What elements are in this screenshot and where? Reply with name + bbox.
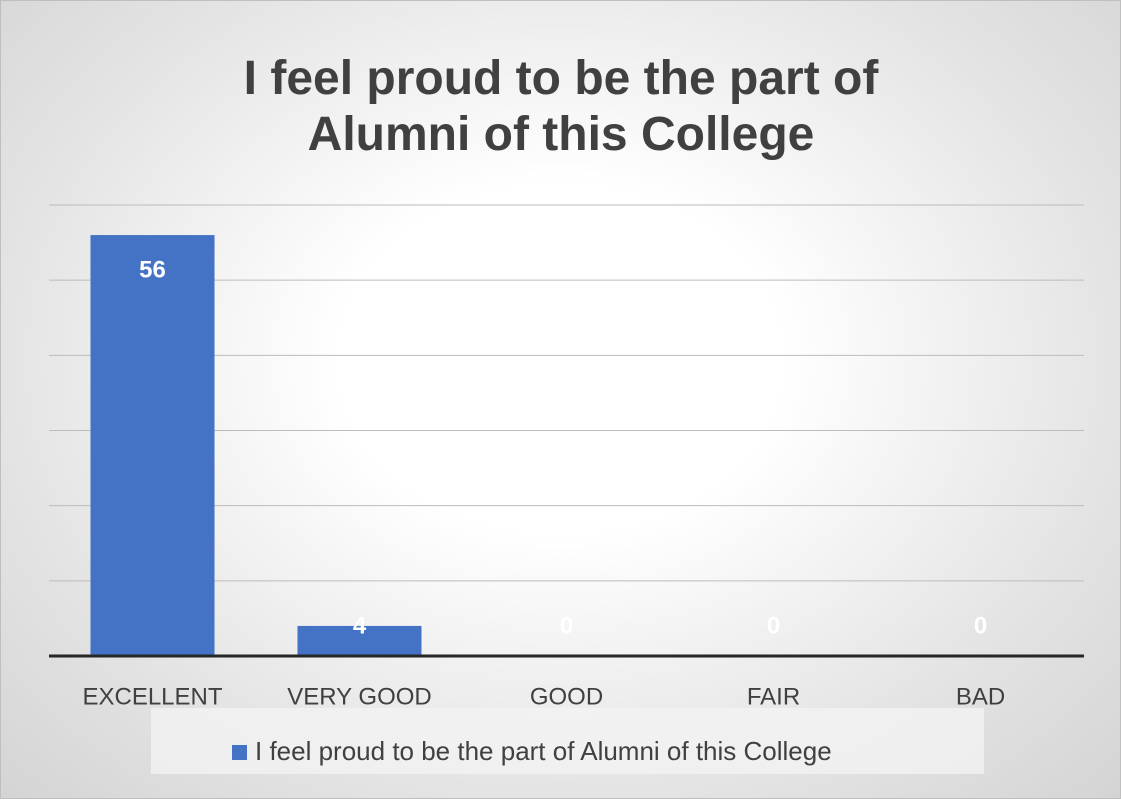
legend-swatch xyxy=(232,745,247,760)
chart-title: I feel proud to be the part of Alumni of… xyxy=(243,52,879,161)
data-label: 0 xyxy=(560,612,573,639)
data-label: 0 xyxy=(974,612,987,639)
bar xyxy=(90,235,215,657)
x-tick-label: BAD xyxy=(956,683,1005,710)
data-label: 4 xyxy=(353,612,367,639)
x-tick-label: EXCELLENT xyxy=(82,683,222,710)
legend-box xyxy=(151,708,984,774)
legend-label: I feel proud to be the part of Alumni of… xyxy=(255,736,832,766)
x-tick-label: VERY GOOD xyxy=(287,683,432,710)
x-tick-label: GOOD xyxy=(530,683,603,710)
x-tick-label: FAIR xyxy=(747,683,800,710)
bar xyxy=(297,625,422,656)
data-label: 0 xyxy=(767,612,780,639)
data-label: 56 xyxy=(139,256,166,283)
